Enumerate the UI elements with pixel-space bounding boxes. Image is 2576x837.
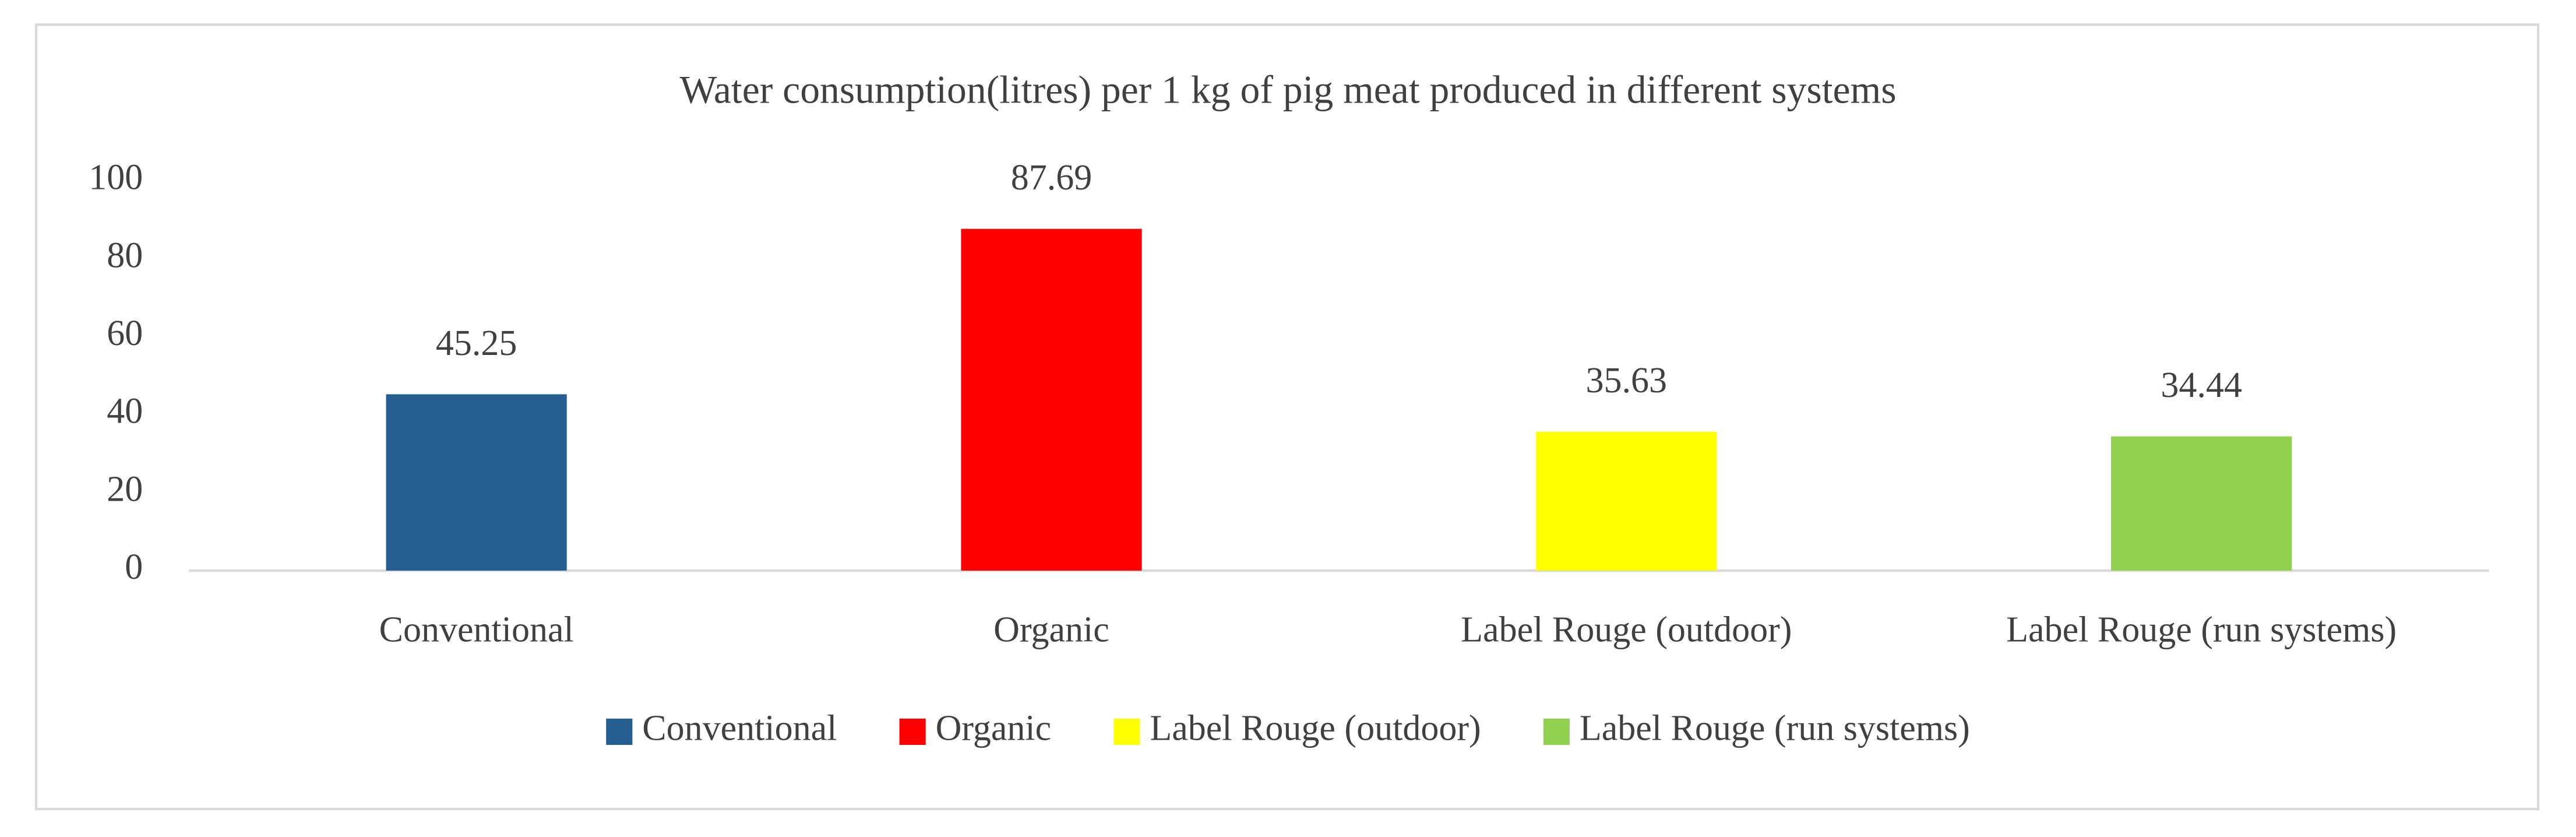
data-label: 87.69 <box>1011 158 1093 198</box>
legend-swatch <box>606 718 633 745</box>
x-tick-label: Organic <box>993 610 1109 649</box>
x-tick-label: Label Rouge (run systems) <box>2006 610 2397 649</box>
data-label: 34.44 <box>2161 365 2242 405</box>
y-tick-label: 100 <box>89 158 143 198</box>
legend-swatch <box>899 718 926 745</box>
bar <box>1536 431 1717 571</box>
legend-swatch <box>1543 718 1570 745</box>
legend-label: Label Rouge (outdoor) <box>1150 709 1481 748</box>
data-label: 35.63 <box>1586 361 1668 400</box>
chart-title: Water consumption(litres) per 1 kg of pi… <box>679 68 1896 111</box>
data-label: 45.25 <box>436 323 517 363</box>
y-tick-label: 80 <box>107 235 143 275</box>
y-tick-label: 40 <box>107 392 143 431</box>
bar <box>961 228 1142 571</box>
legend-label: Label Rouge (run systems) <box>1580 709 1970 748</box>
y-tick-label: 0 <box>125 547 143 587</box>
y-tick-label: 20 <box>107 469 143 509</box>
legend-swatch <box>1113 718 1140 745</box>
x-tick-label: Conventional <box>379 610 574 649</box>
y-tick-label: 60 <box>107 314 143 353</box>
x-tick-label: Label Rouge (outdoor) <box>1461 610 1792 649</box>
bar <box>2111 436 2292 571</box>
legend-label: Organic <box>936 709 1052 748</box>
legend-label: Conventional <box>642 709 837 748</box>
bar <box>386 394 567 571</box>
